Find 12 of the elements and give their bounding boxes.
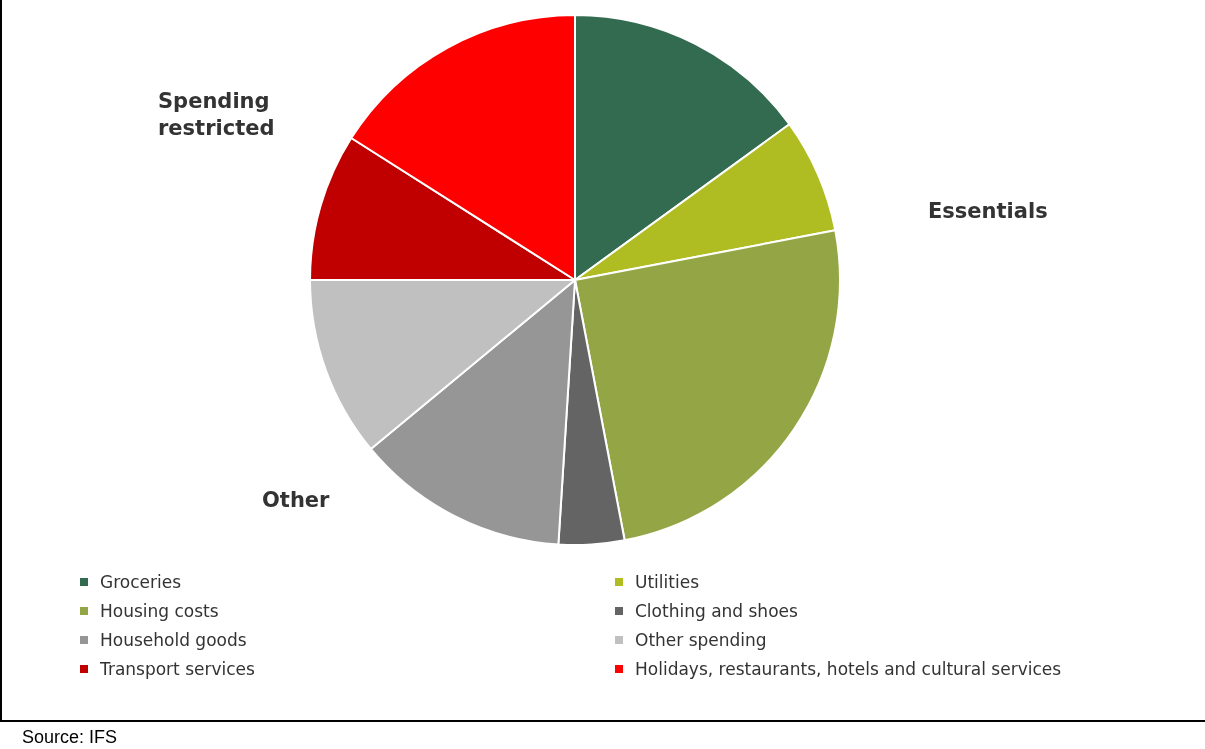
source-note: Source: IFS [22, 727, 118, 748]
text: Essentials [928, 198, 1048, 225]
legend-label: Household goods [100, 630, 247, 650]
text: Spending restricted [158, 88, 276, 142]
legend-label: Housing costs [100, 601, 219, 621]
text: Other [262, 487, 330, 514]
legend-label: Utilities [635, 572, 699, 592]
legend-label: Holidays, restaurants, hotels and cultural services [635, 659, 1062, 679]
legend-label: Groceries [100, 572, 182, 592]
legend-label: Transport services [100, 659, 255, 679]
legend-label: Clothing and shoes [635, 601, 798, 621]
legend-label: Other spending [635, 630, 767, 650]
